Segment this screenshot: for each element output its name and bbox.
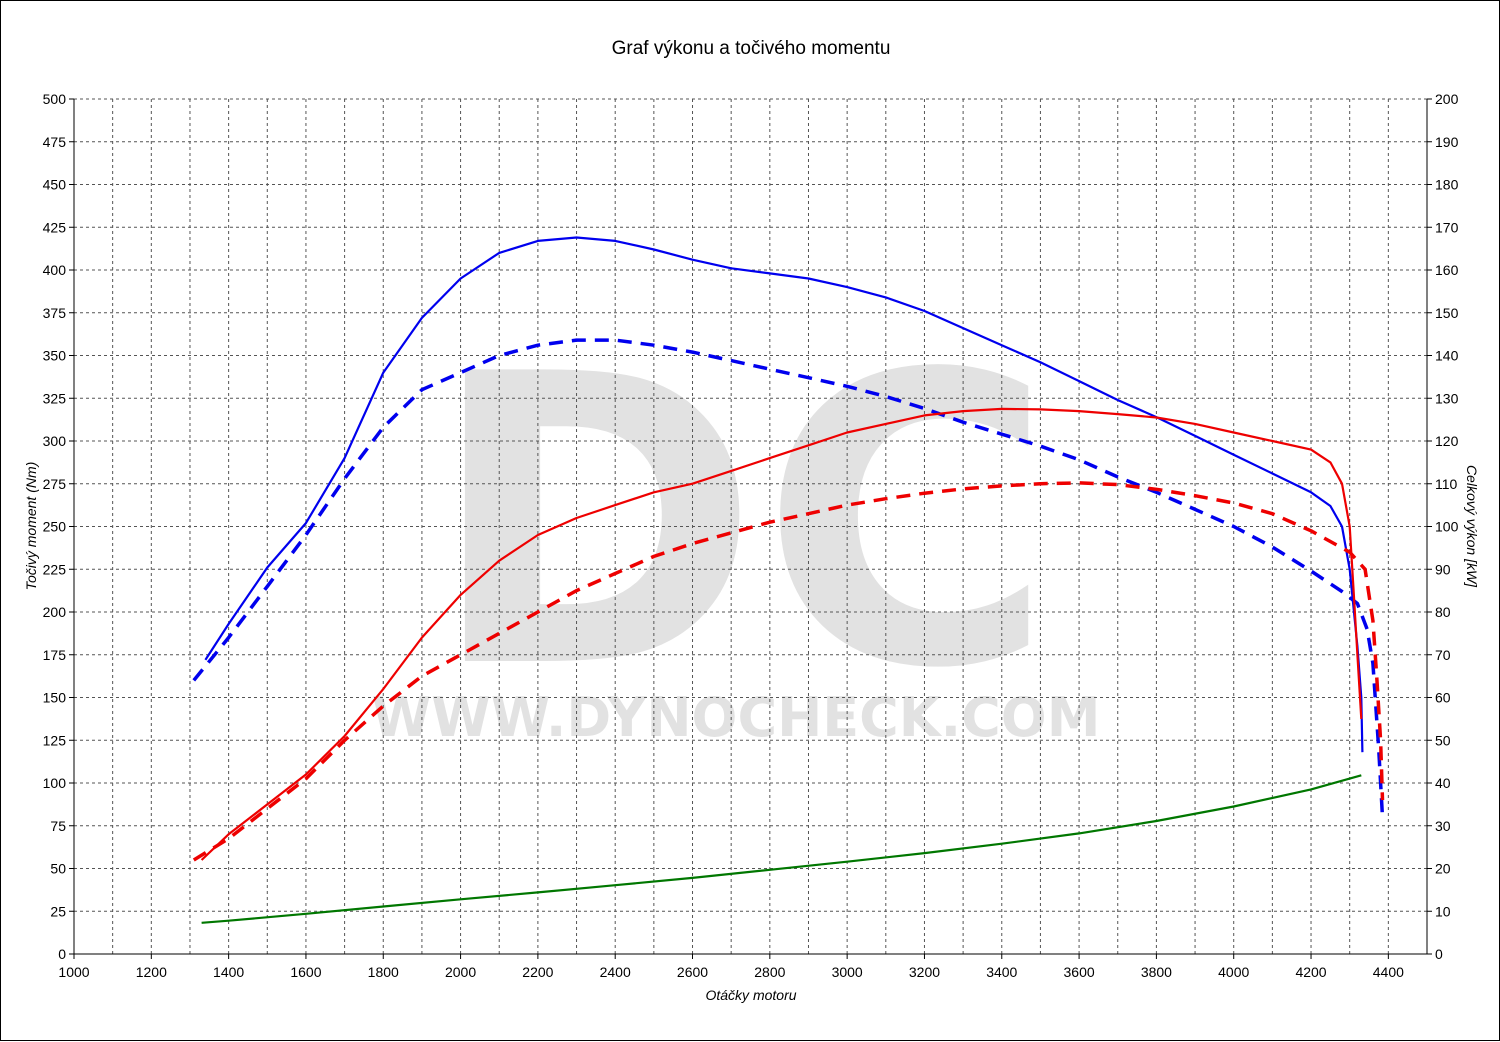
y-right-tick-label: 100 [1435, 519, 1459, 535]
y-left-tick-label: 275 [43, 476, 67, 492]
y-right-tick-label: 150 [1435, 305, 1459, 321]
y-left-tick-label: 250 [43, 519, 67, 535]
x-tick-label: 1600 [290, 964, 321, 980]
y-left-tick-label: 50 [50, 861, 66, 877]
x-tick-label: 3400 [986, 964, 1017, 980]
x-tick-label: 1400 [213, 964, 244, 980]
y-right-tick-label: 90 [1435, 561, 1451, 577]
y-left-tick-label: 450 [43, 177, 67, 193]
y-left-tick-label: 300 [43, 433, 67, 449]
series-line-4 [192, 481, 1385, 862]
x-tick-label: 1800 [368, 964, 399, 980]
y-axis-right-label: Celkový výkon [kW] [1464, 465, 1480, 588]
axes: 1000 1200 1400 1600 1800 2000 2200 2400 2600 2800… [43, 91, 1459, 980]
y-right-tick-label: 160 [1435, 262, 1459, 278]
dynocheck-watermark: DC WWW.DYNOCHECK.COM [372, 291, 1101, 756]
y-left-tick-label: 150 [43, 690, 67, 706]
y-right-tick-label: 40 [1435, 775, 1451, 791]
y-left-tick-label: 25 [50, 903, 66, 919]
watermark-text: WWW.DYNOCHECK.COM [372, 686, 1101, 749]
y-left-tick-label: 350 [43, 348, 67, 364]
x-tick-label: 2000 [445, 964, 476, 980]
y-left-tick-label: 425 [43, 219, 67, 235]
y-right-tick-label: 170 [1435, 219, 1459, 235]
x-tick-label: 1200 [136, 964, 167, 980]
x-tick-label: 2400 [600, 964, 631, 980]
x-tick-label: 1000 [58, 964, 89, 980]
y-right-tick-label: 180 [1435, 177, 1459, 193]
series-line-2 [192, 338, 1385, 818]
series-line-1 [204, 236, 1364, 753]
x-tick-label: 2800 [754, 964, 785, 980]
x-tick-label: 2200 [522, 964, 553, 980]
y-left-tick-label: 375 [43, 305, 67, 321]
x-tick-label: 4400 [1373, 964, 1404, 980]
x-tick-label: 3600 [1064, 964, 1095, 980]
grid [74, 98, 1427, 954]
x-axis-label: Otáčky motoru [705, 987, 796, 1003]
x-tick-label: 3800 [1141, 964, 1172, 980]
y-right-tick-label: 50 [1435, 732, 1451, 748]
y-right-tick-label: 80 [1435, 604, 1451, 620]
x-tick-label: 3200 [909, 964, 940, 980]
y-right-tick-label: 60 [1435, 690, 1451, 706]
y-left-tick-label: 475 [43, 134, 67, 150]
y-right-tick-label: 130 [1435, 390, 1459, 406]
y-left-tick-label: 125 [43, 732, 67, 748]
y-right-tick-label: 30 [1435, 818, 1451, 834]
y-right-tick-label: 20 [1435, 861, 1451, 877]
y-right-tick-label: 120 [1435, 433, 1459, 449]
chart-title: Graf výkonu a točivého momentu [612, 38, 891, 59]
x-tick-label: 4200 [1295, 964, 1326, 980]
watermark-logo: DC [428, 291, 1054, 756]
series-line-5 [201, 774, 1362, 924]
y-left-tick-label: 175 [43, 647, 67, 663]
y-right-tick-label: 140 [1435, 348, 1459, 364]
y-left-tick-label: 325 [43, 390, 67, 406]
x-tick-label: 4000 [1218, 964, 1249, 980]
series-group [192, 236, 1385, 924]
y-right-tick-label: 110 [1435, 476, 1458, 492]
y-right-tick-label: 190 [1435, 134, 1459, 150]
y-left-tick-label: 100 [43, 775, 67, 791]
y-left-tick-label: 500 [43, 91, 67, 107]
y-right-tick-label: 0 [1435, 946, 1443, 962]
y-left-tick-label: 225 [43, 561, 67, 577]
y-right-tick-label: 70 [1435, 647, 1451, 663]
series-line-3 [200, 407, 1363, 861]
y-left-tick-label: 400 [43, 262, 67, 278]
y-left-tick-label: 75 [50, 818, 66, 834]
y-left-tick-label: 0 [58, 946, 66, 962]
y-right-tick-label: 200 [1435, 91, 1459, 107]
y-axis-left-label: Točivý moment (Nm) [23, 462, 39, 591]
x-tick-label: 2600 [677, 964, 708, 980]
x-tick-label: 3000 [832, 964, 863, 980]
y-right-tick-label: 10 [1435, 903, 1451, 919]
y-left-tick-label: 200 [43, 604, 67, 620]
